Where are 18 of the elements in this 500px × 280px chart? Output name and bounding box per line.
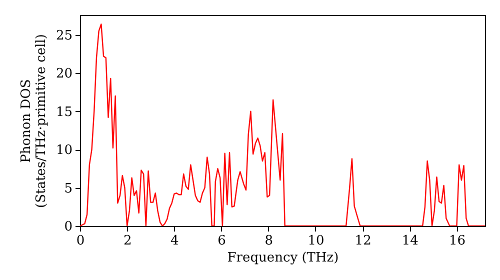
x-tick-label: 2 <box>123 234 132 248</box>
x-tick-label: 4 <box>170 234 179 248</box>
y-tick-label: 15 <box>56 104 72 120</box>
x-tick-label: 6 <box>218 234 226 248</box>
x-axis-title: Frequency (THz) <box>227 250 339 266</box>
y-axis-title: Phonon DOS (States/THz·primitive cell) <box>18 34 49 208</box>
y-tick-label: 5 <box>64 181 72 196</box>
y-tick-label: 10 <box>56 143 72 158</box>
x-tick-label: 10 <box>308 234 324 248</box>
y-tick-label: 20 <box>56 66 72 82</box>
y-tick-label: 0 <box>64 220 72 234</box>
x-tick-label: 14 <box>402 234 418 248</box>
line-series <box>80 24 485 226</box>
x-tick-label: 16 <box>448 234 466 248</box>
x-tick-label: 8 <box>264 234 274 248</box>
y-tick-label: 25 <box>56 28 72 44</box>
x-tick-label: 12 <box>354 234 372 248</box>
x-tick-label: 0 <box>76 234 85 248</box>
